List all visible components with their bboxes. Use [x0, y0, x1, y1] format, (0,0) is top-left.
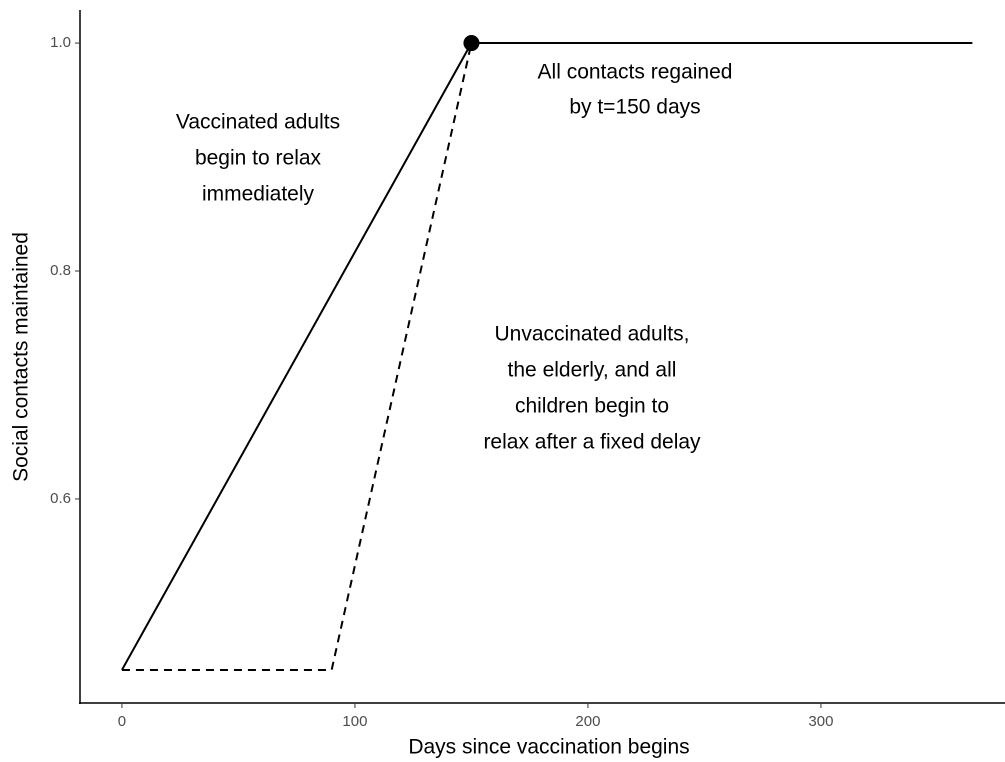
x-tick-label: 200 — [575, 713, 600, 730]
y-axis-title: Social contacts maintained — [10, 232, 33, 482]
annotation: by t=150 days — [569, 96, 700, 119]
line — [121, 42, 973, 671]
x-tick-label: 0 — [118, 713, 126, 730]
annotation: children begin to — [515, 395, 669, 418]
annotation: immediately — [202, 183, 315, 206]
annotation: Unvaccinated adults, — [495, 323, 690, 346]
annotation: All contacts regained — [538, 61, 733, 84]
annotation: relax after a fixed delay — [483, 431, 701, 454]
x-axis-title: Days since vaccination begins — [408, 736, 689, 759]
x-tick-label: 100 — [342, 713, 367, 730]
point — [463, 35, 480, 52]
x-tick-label: 300 — [808, 713, 833, 730]
y-tick-label: 1.0 — [50, 34, 71, 51]
annotation: the elderly, and all — [508, 359, 677, 382]
annotation: begin to relax — [195, 147, 322, 170]
y-tick-label: 0.8 — [50, 262, 71, 279]
y-tick-label: 0.6 — [50, 490, 71, 507]
line — [121, 42, 473, 671]
annotation: Vaccinated adults — [176, 111, 340, 134]
